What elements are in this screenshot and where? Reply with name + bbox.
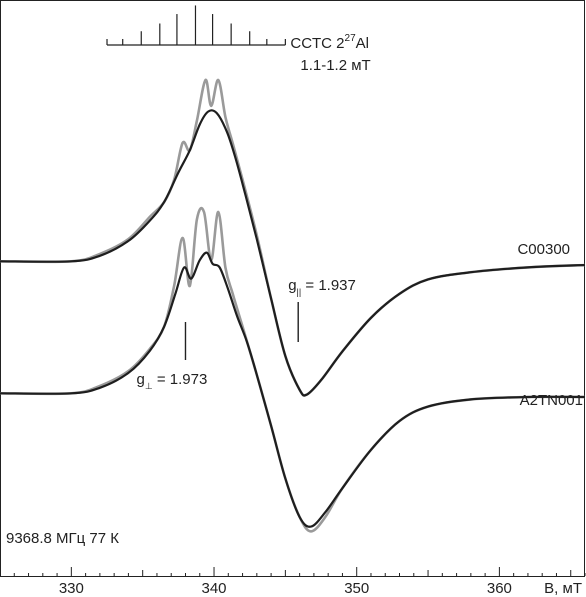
plot-frame (0, 0, 585, 577)
x-tick-label: 340 (202, 580, 227, 597)
x-axis-ticks: 330 340 350 360 (0, 567, 586, 597)
g-perpendicular-subscript: ⊥ (145, 381, 153, 391)
stick-label-superscript: 27 (345, 33, 357, 44)
x-axis-label: B, мТ (544, 580, 582, 597)
spectrum-traces (0, 78, 586, 533)
trace-c00300-experimental (0, 78, 586, 397)
x-tick-label: 360 (487, 580, 512, 597)
measurement-conditions: 9368.8 МГц 77 К (6, 530, 119, 547)
g-perpendicular-annotation: g⊥ = 1.973 (136, 371, 207, 391)
stick-diagram-label: СCTC 227Al (290, 33, 369, 52)
g-parallel-subscript: || (297, 287, 302, 297)
series-label-a2tn001: A2TN001 (520, 392, 583, 409)
g-parallel-annotation: g|| = 1.937 (288, 277, 356, 297)
x-tick-label: 330 (59, 580, 84, 597)
series-label-c00300: C00300 (517, 241, 570, 258)
g-factor-markers (184, 302, 299, 360)
x-tick-label: 350 (344, 580, 369, 597)
trace-a2tn001-experimental (0, 206, 586, 533)
trace-c00300-simulated (0, 109, 586, 397)
trace-a2tn001-simulated (0, 251, 586, 528)
hyperfine-stick-diagram (106, 5, 286, 46)
stick-diagram-splitting-label: 1.1-1.2 мТ (300, 57, 370, 74)
